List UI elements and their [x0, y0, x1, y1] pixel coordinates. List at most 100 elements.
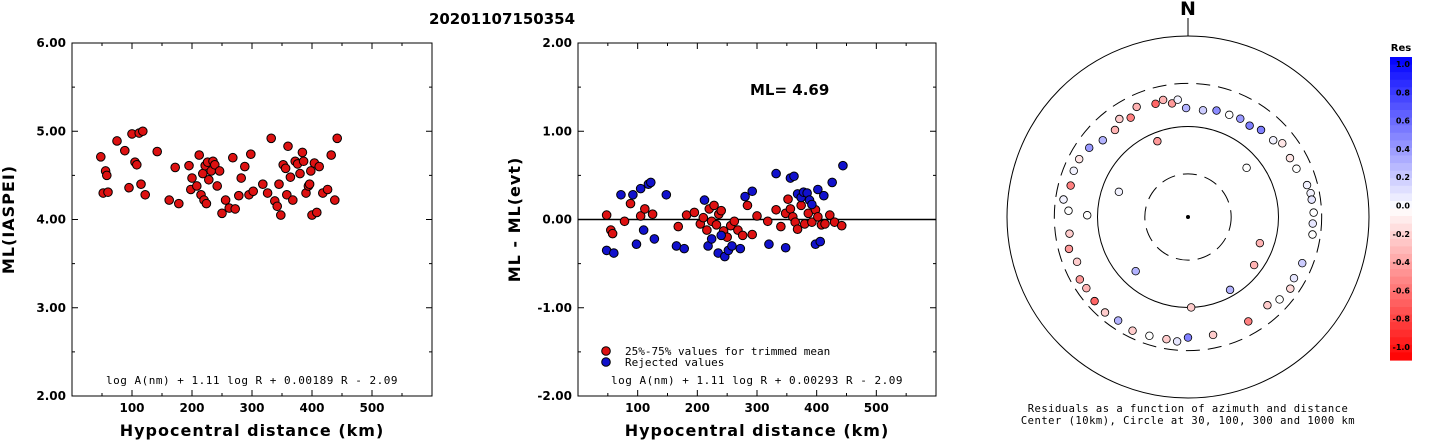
caption-line-1: Residuals as a function of azimuth and d…	[1028, 403, 1349, 415]
data-point	[201, 198, 212, 209]
data-point	[711, 219, 722, 230]
colorbar-segment	[1390, 64, 1412, 73]
data-point	[132, 159, 142, 170]
data-point	[194, 150, 204, 160]
y-tick-label: 0.00	[542, 213, 572, 227]
data-point	[304, 179, 315, 189]
data-point	[102, 170, 112, 181]
station-point	[1183, 333, 1193, 342]
colorbar-segment	[1390, 299, 1412, 308]
left-panel: 100 200 300 400 500 2.00 3.00 4.00 5.00 6.00 Hypoc…	[0, 36, 433, 440]
data-point	[813, 212, 823, 222]
data-point	[727, 241, 737, 251]
station-point	[1072, 257, 1082, 267]
y-tick-label: 1.00	[542, 124, 572, 138]
data-point	[192, 181, 202, 191]
station-point	[1158, 95, 1168, 105]
data-point	[332, 133, 343, 144]
station-point	[1302, 180, 1312, 190]
data-point	[783, 194, 793, 205]
data-point	[214, 166, 225, 176]
data-point	[326, 150, 337, 160]
x-tick-label: 200	[685, 401, 710, 415]
data-point	[716, 205, 727, 216]
colorbar-segment	[1390, 253, 1412, 263]
colorbar-segment	[1390, 337, 1412, 346]
station-point	[1225, 110, 1234, 120]
data-point	[702, 225, 712, 235]
data-point	[230, 204, 240, 214]
data-point	[742, 200, 753, 211]
colorbar-segment	[1390, 193, 1412, 202]
x-axis-label: Hypocentral distance (km)	[625, 421, 890, 440]
colorbar-segment	[1390, 140, 1412, 149]
data-point	[103, 187, 113, 197]
colorbar-segment	[1390, 231, 1412, 240]
colorbar-segment	[1390, 178, 1412, 187]
station-point	[1059, 195, 1068, 204]
data-point	[607, 228, 618, 239]
colorbar-segment	[1390, 314, 1412, 323]
data-point	[274, 179, 284, 189]
colorbar-segment	[1390, 87, 1412, 96]
station-point	[1083, 211, 1092, 220]
data-point	[647, 209, 658, 220]
colorbar-tick-label: -1.0	[1393, 343, 1411, 352]
station-point	[1263, 301, 1272, 310]
x-tick-label: 100	[119, 401, 144, 415]
data-point	[136, 179, 146, 189]
data-point	[322, 184, 333, 195]
station-point	[1307, 195, 1316, 204]
colorbar-segment	[1390, 291, 1412, 300]
station-point	[1236, 114, 1245, 123]
station-point	[1069, 166, 1078, 176]
data-point	[210, 159, 220, 170]
station-point	[1110, 125, 1120, 135]
data-point	[236, 173, 246, 183]
y-tick-label: 2.00	[36, 389, 66, 403]
data-point	[747, 229, 758, 240]
colorbar-tick-label: 0.4	[1396, 145, 1411, 154]
station-point	[1153, 137, 1162, 146]
colorbar-segment	[1390, 223, 1412, 232]
station-point	[1172, 337, 1182, 346]
colorbar-segment	[1390, 261, 1412, 270]
colorbar-tick-label: 0.6	[1396, 117, 1411, 126]
y-tick-label: 4.00	[36, 213, 66, 227]
colorbar-tick-label: -0.6	[1393, 286, 1411, 295]
data-point	[217, 208, 227, 219]
station-point	[1064, 244, 1074, 254]
data-point	[661, 189, 672, 200]
colorbar-segment	[1390, 132, 1412, 141]
data-point	[716, 230, 727, 241]
data-point	[679, 243, 690, 254]
formula-label: log A(nm) + 1.11 log R + 0.00189 R - 2.0…	[106, 374, 398, 387]
distance-ring	[1053, 82, 1323, 352]
station-point	[1131, 266, 1140, 276]
data-point	[709, 200, 719, 211]
data-point	[258, 179, 268, 189]
station-point	[1074, 154, 1084, 164]
data-point	[138, 126, 148, 137]
data-point	[120, 145, 130, 156]
station-point	[1278, 139, 1287, 148]
data-point	[609, 248, 619, 258]
x-axis-label: Hypocentral distance (km)	[120, 421, 385, 440]
data-point	[246, 149, 256, 159]
center-point	[1186, 215, 1190, 219]
colorbar-tick-label: 1.0	[1396, 60, 1411, 69]
station-point	[1181, 103, 1191, 113]
legend-label: Rejected values	[625, 356, 724, 369]
colorbar-segment	[1390, 306, 1412, 316]
station-point	[1085, 143, 1094, 153]
x-tick-label: 300	[744, 401, 769, 415]
station-point	[1126, 113, 1135, 122]
station-point	[1309, 208, 1318, 217]
x-tick-label: 100	[625, 401, 650, 415]
colorbar-segment	[1390, 79, 1412, 88]
data-point	[314, 161, 325, 172]
station-point	[1151, 99, 1160, 109]
station-point	[1286, 284, 1295, 293]
station-point	[1212, 106, 1221, 115]
